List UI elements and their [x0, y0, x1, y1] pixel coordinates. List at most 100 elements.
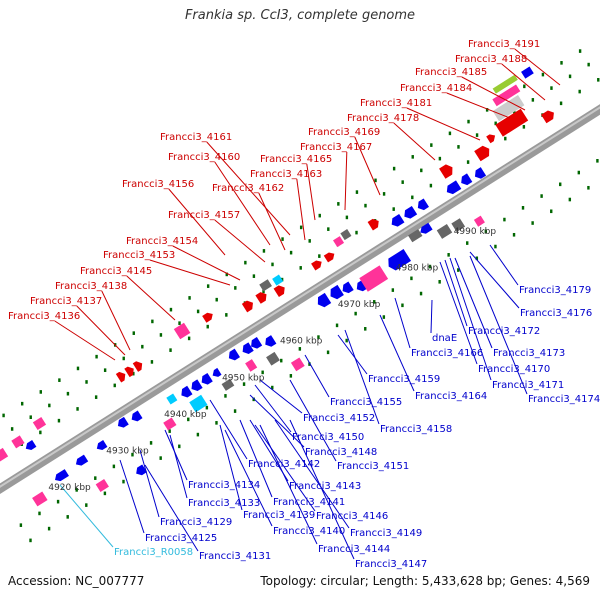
- gene-label: Francci3_4154: [126, 236, 198, 247]
- track-tick: [504, 136, 507, 141]
- gene-feature: [55, 469, 69, 482]
- gene-feature: [391, 213, 405, 227]
- gene-feature: [333, 236, 345, 248]
- gene-feature: [131, 410, 143, 422]
- gene-label: Francci3_4125: [145, 533, 217, 544]
- genome-summary: Topology: circular; Length: 5,433,628 bp…: [260, 574, 590, 588]
- gene-feature: [461, 173, 473, 186]
- track-tick: [587, 185, 590, 190]
- leader-line: [394, 297, 411, 349]
- leader-line: [306, 163, 316, 221]
- track-tick: [150, 360, 154, 364]
- track-tick: [335, 323, 339, 328]
- gene-feature: [486, 134, 496, 144]
- gene-label: Francci3_4131: [199, 551, 271, 562]
- track-tick: [94, 476, 97, 480]
- leader-line: [259, 379, 303, 414]
- gene-feature: [273, 285, 285, 298]
- track-tick: [215, 421, 218, 425]
- track-tick: [391, 288, 395, 292]
- leader-line: [214, 161, 271, 246]
- track-tick: [345, 338, 348, 343]
- leader-line: [449, 257, 492, 381]
- track-tick: [234, 286, 237, 290]
- gene-label: Francci3_4157: [168, 210, 240, 221]
- track-tick: [326, 350, 330, 355]
- gene-label: Francci3_4181: [360, 98, 432, 109]
- leader-line: [304, 354, 330, 398]
- gene-feature: [32, 417, 47, 430]
- track-tick: [354, 311, 357, 316]
- leader-line: [258, 192, 286, 251]
- track-tick: [244, 260, 247, 265]
- track-tick: [224, 394, 227, 398]
- gene-label: dnaE: [432, 333, 457, 344]
- gene-feature: [228, 348, 241, 361]
- gene-label: Francci3_4159: [368, 374, 440, 385]
- gene-label: Francci3_4191: [468, 39, 540, 50]
- track-tick: [430, 143, 433, 147]
- track-tick: [206, 324, 209, 329]
- leader-line: [406, 107, 481, 141]
- track-tick: [327, 227, 330, 231]
- gene-label: Francci3_4173: [493, 348, 565, 359]
- leader-line: [393, 122, 436, 161]
- gene-feature: [259, 279, 272, 292]
- track-tick: [337, 202, 340, 206]
- leader-line: [289, 379, 337, 462]
- gene-label: Francci3_4155: [330, 397, 402, 408]
- leader-line: [139, 449, 160, 518]
- track-tick: [280, 277, 284, 282]
- leader-line: [259, 424, 318, 545]
- track-tick: [205, 405, 209, 410]
- track-tick: [225, 313, 228, 317]
- leader-line: [206, 141, 291, 236]
- track-tick: [85, 380, 88, 384]
- track-tick: [159, 333, 163, 337]
- leader-line: [224, 429, 273, 527]
- gene-label: Francci3_4152: [303, 413, 375, 424]
- gene-feature: [541, 110, 554, 124]
- gene-label: Francci3_4174: [528, 394, 600, 405]
- gene-label: Francci3_4141: [273, 497, 345, 508]
- track-tick: [308, 362, 311, 366]
- track-tick: [568, 74, 572, 79]
- track-tick: [392, 166, 396, 171]
- gene-feature: [330, 284, 344, 300]
- gene-feature: [255, 292, 267, 304]
- gene-feature: [417, 198, 429, 211]
- gene-label: Francci3_4129: [160, 517, 232, 528]
- track-tick: [289, 374, 293, 378]
- leader-line: [119, 459, 145, 534]
- track-tick: [178, 321, 181, 325]
- track-tick: [531, 98, 535, 102]
- track-tick: [298, 347, 302, 351]
- leader-line: [149, 259, 231, 286]
- track-tick: [411, 195, 414, 200]
- gene-feature: [25, 439, 37, 450]
- track-tick: [252, 274, 256, 278]
- track-tick: [262, 289, 265, 294]
- track-tick: [466, 241, 469, 245]
- track-tick: [262, 249, 266, 253]
- gene-feature: [11, 435, 25, 449]
- leader-line: [344, 329, 380, 425]
- gene-label: Francci3_4136: [8, 311, 80, 322]
- track-tick: [447, 253, 450, 257]
- leader-line: [209, 399, 248, 460]
- track-tick: [512, 232, 516, 237]
- track-tick: [364, 203, 367, 208]
- track-tick: [38, 511, 41, 516]
- leader-line: [144, 464, 199, 552]
- leader-line: [454, 257, 493, 349]
- track-tick: [578, 89, 581, 94]
- gene-feature: [404, 205, 418, 219]
- gene-label: Francci3_4158: [380, 424, 452, 435]
- track-tick: [587, 62, 590, 67]
- track-tick: [39, 390, 42, 394]
- gene-feature: [96, 440, 108, 451]
- gene-label: Francci3_4178: [347, 113, 419, 124]
- track-tick: [355, 190, 359, 194]
- track-tick: [438, 280, 441, 284]
- track-tick: [521, 206, 525, 210]
